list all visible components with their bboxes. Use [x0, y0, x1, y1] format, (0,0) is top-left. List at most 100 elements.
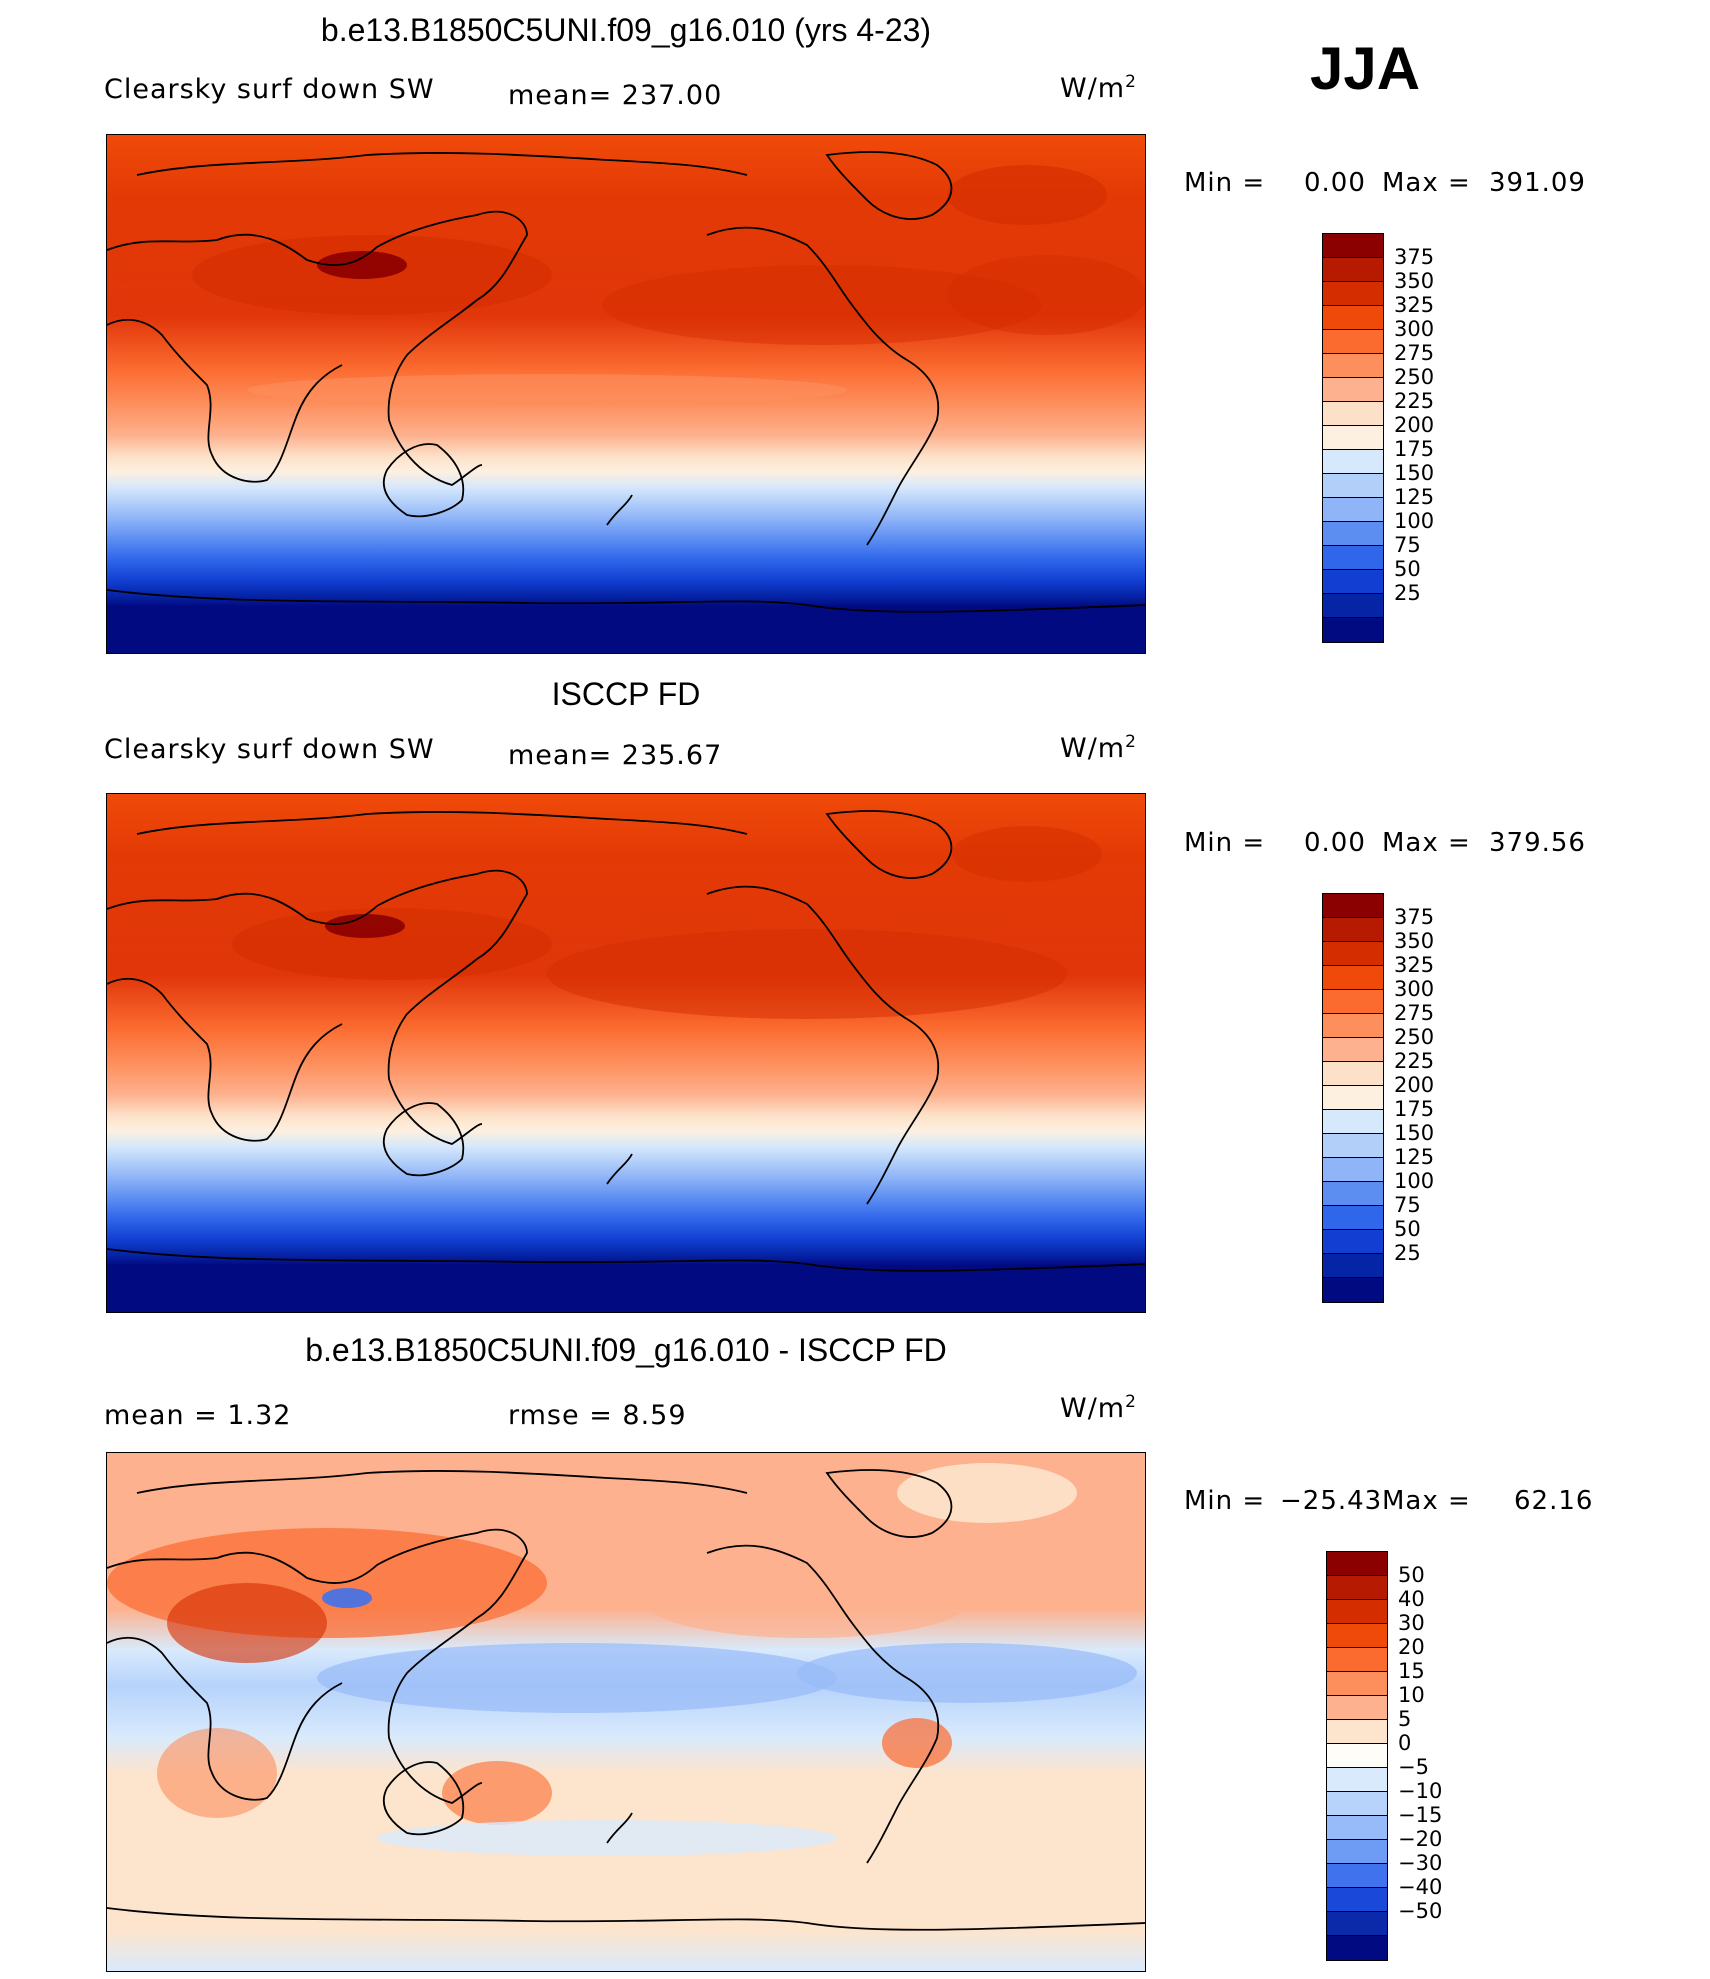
colorbar-label: 250 — [1394, 364, 1435, 389]
panel-2-colorbar: 375 350 325 300 275 250 225 200 175 150 125 100 75 50… — [1322, 893, 1434, 1303]
colorbar-swatch — [1323, 1206, 1383, 1230]
panel-1-min-label: Min = — [1184, 168, 1266, 198]
panel-3-rmse-label: rmse = 8.59 — [508, 1400, 687, 1431]
panel-2-min-value: 0.00 — [1304, 828, 1366, 858]
colorbar-swatch — [1327, 1720, 1387, 1744]
colorbar-swatch — [1323, 1038, 1383, 1062]
colorbar-swatch — [1323, 618, 1383, 642]
panel-3-title: b.e13.B1850C5UNI.f09_g16.010 - ISCCP FD — [305, 1332, 947, 1368]
colorbar-swatch — [1327, 1888, 1387, 1912]
colorbar-swatch — [1323, 282, 1383, 306]
panel-3-max-label: Max = — [1382, 1486, 1471, 1516]
colorbar-swatch — [1327, 1624, 1387, 1648]
colorbar-swatch — [1323, 942, 1383, 966]
colorbar-swatch — [1323, 426, 1383, 450]
colorbar-swatch — [1327, 1936, 1387, 1960]
colorbar-swatch — [1323, 1110, 1383, 1134]
colorbar-label: 30 — [1398, 1610, 1425, 1635]
colorbar-label: 175 — [1394, 1096, 1435, 1121]
panel-3-mean-label: mean = 1.32 — [104, 1400, 292, 1431]
panel-1-max-label: Max = — [1382, 168, 1471, 198]
colorbar-swatch — [1327, 1816, 1387, 1840]
colorbar-label: −50 — [1398, 1898, 1443, 1923]
colorbar-label: 175 — [1394, 436, 1435, 461]
colorbar-label: 200 — [1394, 1072, 1435, 1097]
colorbar-swatch — [1323, 522, 1383, 546]
panel-3-colorbar: 50 40 30 20 15 10 5 0 −5 −10 −15 −20 −30 −40 −50 — [1326, 1551, 1442, 1961]
colorbar-label: 150 — [1394, 460, 1435, 485]
panel-2-title: ISCCP FD — [551, 676, 701, 712]
panel-1-mean-label: mean= 237.00 — [508, 80, 723, 111]
colorbar-label: 125 — [1394, 484, 1435, 509]
colorbar-swatch — [1323, 1062, 1383, 1086]
colorbar-label: 15 — [1398, 1658, 1425, 1683]
colorbar-swatch — [1327, 1792, 1387, 1816]
colorbar-label: −20 — [1398, 1826, 1443, 1851]
colorbar-swatch — [1323, 1134, 1383, 1158]
colorbar-swatch — [1323, 894, 1383, 918]
panel-2-map — [106, 793, 1146, 1313]
colorbar-label: 250 — [1394, 1024, 1435, 1049]
panel-2-max-label: Max = — [1382, 828, 1471, 858]
panel-3-coastlines — [107, 1469, 1145, 1931]
colorbar-swatch — [1323, 1254, 1383, 1278]
colorbar-swatch — [1323, 594, 1383, 618]
colorbar-swatch — [1323, 1230, 1383, 1254]
colorbar-label: 325 — [1394, 952, 1435, 977]
colorbar-swatch — [1327, 1768, 1387, 1792]
colorbar-label: 100 — [1394, 508, 1435, 533]
colorbar-label: 50 — [1394, 1216, 1421, 1241]
panel-3-min-value: −25.43 — [1280, 1486, 1383, 1516]
panel-3-max-value: 62.16 — [1514, 1486, 1594, 1516]
colorbar-label: 50 — [1394, 556, 1421, 581]
colorbar-swatch — [1327, 1864, 1387, 1888]
colorbar-swatch — [1327, 1576, 1387, 1600]
colorbar-swatch — [1323, 1014, 1383, 1038]
colorbar-label: 225 — [1394, 388, 1435, 413]
colorbar-label: 375 — [1394, 244, 1435, 269]
colorbar-swatch — [1323, 1278, 1383, 1302]
colorbar-swatch — [1323, 1182, 1383, 1206]
colorbar-label: 300 — [1394, 316, 1435, 341]
colorbar-label: −30 — [1398, 1850, 1443, 1875]
panel-1-variable-label: Clearsky surf down SW — [104, 74, 435, 105]
colorbar-label: 350 — [1394, 928, 1435, 953]
colorbar-label: −5 — [1398, 1754, 1429, 1779]
panel-2-max-value: 379.56 — [1489, 828, 1586, 858]
panel-1-title: b.e13.B1850C5UNI.f09_g16.010 (yrs 4-23) — [320, 12, 932, 48]
colorbar-swatch — [1323, 354, 1383, 378]
colorbar-label: −15 — [1398, 1802, 1443, 1827]
colorbar-label: 150 — [1394, 1120, 1435, 1145]
panel-2-coastlines — [107, 810, 1145, 1272]
panel-3-map-field — [107, 1453, 1145, 1971]
colorbar-label: 10 — [1398, 1682, 1425, 1707]
colorbar-label: 75 — [1394, 532, 1421, 557]
colorbar-swatch — [1327, 1696, 1387, 1720]
season-label: JJA — [1310, 35, 1421, 102]
colorbar-swatch — [1323, 918, 1383, 942]
colorbar-box — [1326, 1551, 1388, 1961]
colorbar-swatch — [1323, 966, 1383, 990]
panel-3-min-label: Min = — [1184, 1486, 1266, 1516]
panel-2-variable-label: Clearsky surf down SW — [104, 734, 435, 765]
colorbar-swatch — [1323, 330, 1383, 354]
panel-1-units: W/m2 — [1060, 72, 1137, 104]
colorbar-label: 125 — [1394, 1144, 1435, 1169]
panel-3-map — [106, 1452, 1146, 1972]
colorbar-swatch — [1323, 1086, 1383, 1110]
colorbar-swatch — [1323, 402, 1383, 426]
colorbar-swatch — [1323, 570, 1383, 594]
colorbar-swatch — [1323, 498, 1383, 522]
panel-1-coastlines — [107, 151, 1145, 613]
colorbar-label: 25 — [1394, 580, 1421, 605]
colorbar-swatch — [1327, 1552, 1387, 1576]
colorbar-label: 275 — [1394, 340, 1435, 365]
panel-1-min-value: 0.00 — [1304, 168, 1366, 198]
colorbar-label: 275 — [1394, 1000, 1435, 1025]
panel-1-max-value: 391.09 — [1489, 168, 1586, 198]
colorbar-label: 225 — [1394, 1048, 1435, 1073]
colorbar-label: −10 — [1398, 1778, 1443, 1803]
panel-2-mean-label: mean= 235.67 — [508, 740, 723, 771]
colorbar-swatch — [1327, 1840, 1387, 1864]
colorbar-swatch — [1323, 450, 1383, 474]
